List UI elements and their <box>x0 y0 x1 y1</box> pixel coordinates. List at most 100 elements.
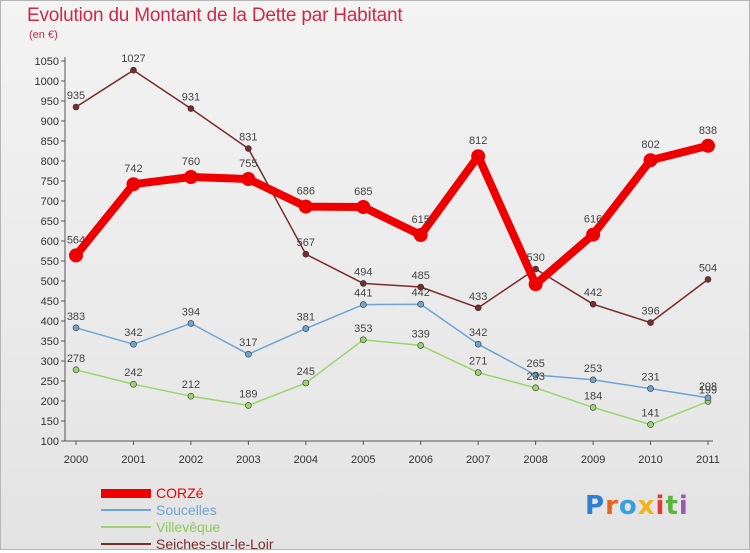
legend-label-seiches: Seiches-sur-le-Loir <box>156 536 274 552</box>
series-line-0 <box>72 141 712 289</box>
data-label: 342 <box>469 327 487 339</box>
data-point <box>245 145 252 152</box>
data-label: 530 <box>526 252 544 264</box>
data-point <box>471 149 486 164</box>
x-tick-label: 2010 <box>638 454 662 466</box>
legend-swatch-villeveque <box>101 526 151 528</box>
data-label: 317 <box>239 337 257 349</box>
data-label: 685 <box>354 186 372 198</box>
data-label: 231 <box>641 372 659 384</box>
data-label: 242 <box>124 367 142 379</box>
data-label: 265 <box>526 358 544 370</box>
y-tick-label: 800 <box>41 156 59 168</box>
y-tick-label: 150 <box>41 416 59 428</box>
data-point <box>413 228 428 242</box>
data-point <box>474 304 482 312</box>
data-point <box>69 248 83 263</box>
axes: 100 150 200 250 300 350 400 450 500 550 600 650 700 7… <box>35 56 720 466</box>
y-tick-label: 450 <box>41 296 59 308</box>
legend-swatch-soucelles <box>101 509 151 511</box>
data-point <box>187 105 195 112</box>
data-label: 931 <box>182 92 200 104</box>
y-tick-label: 400 <box>41 316 59 328</box>
y-tick-label: 650 <box>41 216 59 228</box>
x-tick-label: 2004 <box>294 454 318 466</box>
y-tick-label: 750 <box>41 176 59 188</box>
y-tick-label: 700 <box>41 196 59 208</box>
data-label: 838 <box>699 125 717 137</box>
data-point <box>187 392 195 400</box>
data-label: 342 <box>124 327 142 339</box>
data-point <box>704 394 712 402</box>
proxiti-logo: Proxiti <box>585 491 689 521</box>
data-point <box>245 402 252 409</box>
data-label: 564 <box>67 234 85 246</box>
data-point <box>589 376 597 384</box>
data-label: 212 <box>182 379 200 391</box>
x-tick-label: 2009 <box>581 454 605 466</box>
data-label: 278 <box>67 353 85 365</box>
data-label: 812 <box>469 135 487 147</box>
y-tick-label: 1050 <box>35 56 59 68</box>
data-point <box>359 280 367 287</box>
data-point <box>417 342 425 349</box>
data-point <box>704 276 712 283</box>
data-label: 802 <box>641 139 659 151</box>
data-point <box>187 320 195 327</box>
data-label: 567 <box>297 237 315 249</box>
data-point <box>130 66 137 74</box>
x-tick-label: 2007 <box>466 454 490 466</box>
data-label: 935 <box>67 90 85 102</box>
x-tick-label: 2002 <box>179 454 203 466</box>
data-point <box>126 177 141 192</box>
unit-label: (en €) <box>29 29 58 41</box>
legend-swatch-seiches <box>101 543 151 545</box>
data-point <box>643 153 658 168</box>
data-point <box>417 283 425 291</box>
data-label: 253 <box>584 363 602 375</box>
data-point <box>532 384 539 392</box>
data-label: 141 <box>641 408 659 420</box>
x-tick-label: 2011 <box>696 454 720 466</box>
data-point <box>417 300 425 308</box>
data-point <box>72 324 80 332</box>
y-tick-label: 550 <box>41 256 59 268</box>
y-tick-label: 250 <box>41 376 59 388</box>
data-point <box>359 336 367 344</box>
data-label: 1027 <box>121 53 145 65</box>
data-label: 233 <box>526 371 544 383</box>
y-tick-label: 1000 <box>35 76 59 88</box>
data-point <box>245 350 252 358</box>
data-label: 494 <box>354 266 372 278</box>
x-tick-label: 2000 <box>64 454 88 466</box>
data-labels: 935 1027 931 831 567 494 485 433 530 442 396 504 278… <box>67 53 717 419</box>
data-point <box>130 340 137 348</box>
data-point <box>532 371 539 379</box>
data-label: 442 <box>584 287 602 299</box>
data-label: 755 <box>239 158 257 170</box>
data-point <box>359 301 367 308</box>
data-point <box>701 138 715 153</box>
data-point <box>647 385 654 392</box>
data-label: 760 <box>182 156 200 168</box>
data-label: 485 <box>412 270 430 282</box>
x-tick-label: 2003 <box>236 454 260 466</box>
data-point <box>474 369 482 376</box>
legend-label-villeveque: Villevêque <box>156 519 221 535</box>
series-line-1 <box>75 303 709 399</box>
x-tick-label: 2005 <box>351 454 375 466</box>
data-label: 383 <box>67 311 85 323</box>
series-line-2 <box>75 339 709 426</box>
data-point <box>241 172 256 186</box>
data-label: 199 <box>699 384 717 396</box>
data-label: 686 <box>297 186 315 198</box>
data-label: 433 <box>469 291 487 303</box>
data-label: 616 <box>584 214 602 226</box>
data-label: 184 <box>584 390 602 402</box>
data-point <box>647 319 654 326</box>
data-label: 394 <box>182 306 200 318</box>
data-label: 504 <box>699 262 717 274</box>
data-point <box>528 277 543 292</box>
